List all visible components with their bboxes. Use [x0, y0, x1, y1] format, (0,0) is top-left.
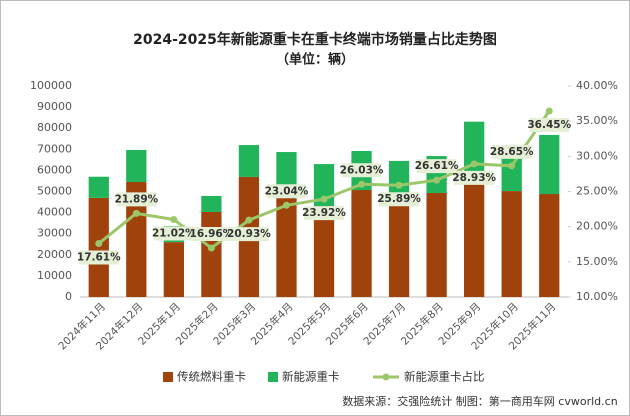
bar	[126, 149, 147, 183]
line-marker	[245, 216, 253, 224]
y2-tick-label: 10.00%	[576, 290, 618, 303]
line-marker	[282, 201, 290, 209]
line-marker	[358, 180, 366, 188]
chart-title: 2024-2025年新能源重卡在重卡终端市场销量占比走势图	[133, 31, 497, 48]
y2-tick-label: 30.00%	[576, 149, 618, 162]
y-tick-label: 40000	[37, 206, 72, 219]
value-label: 17.61%	[77, 251, 121, 263]
bar	[539, 194, 560, 297]
y2-tick-label: 25.00%	[576, 185, 618, 198]
bar	[464, 172, 485, 297]
y2-tick-label: 15.00%	[576, 255, 618, 268]
y-tick-label: 70000	[37, 142, 72, 155]
line-marker	[170, 215, 178, 223]
legend-swatch	[382, 373, 390, 381]
line-marker	[95, 239, 103, 247]
line-marker	[545, 107, 553, 115]
y-tick-label: 60000	[37, 163, 72, 176]
value-label-box	[416, 159, 457, 174]
value-label: 36.45%	[527, 119, 571, 131]
bar	[201, 211, 222, 297]
bar	[539, 134, 560, 195]
value-label: 28.65%	[490, 146, 534, 158]
value-label-box	[341, 163, 382, 178]
line-marker	[132, 209, 140, 217]
bar	[313, 206, 335, 297]
bar	[201, 195, 222, 212]
bar	[276, 184, 297, 297]
value-label: 26.03%	[340, 164, 384, 176]
line-marker	[207, 244, 215, 252]
value-label: 16.96%	[190, 228, 234, 240]
value-label-box	[78, 250, 119, 265]
value-label: 23.92%	[302, 207, 346, 219]
bar	[351, 190, 372, 297]
value-label-box	[304, 206, 344, 221]
y-tick-label: 100000	[30, 79, 72, 92]
y2-tick-label: 20.00%	[576, 220, 618, 233]
line-marker	[320, 195, 328, 203]
y-tick-label: 80000	[37, 121, 72, 134]
value-label-box	[529, 117, 570, 132]
legend-label: 传统燃料重卡	[177, 370, 246, 384]
value-label: 20.93%	[227, 228, 271, 240]
bar	[88, 197, 109, 297]
bar	[501, 191, 522, 297]
value-label: 25.89%	[377, 193, 421, 205]
line-marker	[470, 160, 478, 168]
bar	[426, 192, 447, 297]
bar	[276, 152, 297, 185]
chart-subtitle: （单位：辆）	[276, 52, 354, 68]
line-marker	[433, 176, 441, 184]
legend-swatch	[163, 372, 173, 382]
bar	[163, 242, 184, 297]
line-marker	[395, 181, 403, 189]
value-label-box	[266, 184, 307, 199]
y2-tick-label: 35.00%	[576, 114, 618, 127]
y-tick-label: 20000	[37, 248, 72, 261]
bar	[126, 182, 147, 297]
bar	[388, 160, 410, 196]
value-label-box	[379, 192, 420, 207]
value-label: 26.61%	[415, 160, 459, 172]
value-label-box	[491, 144, 532, 159]
bar	[464, 121, 485, 173]
source-note: 数据来源：交强险统计 制图：第一商用车网 cvworld.cn	[342, 394, 617, 408]
y-tick-label: 90000	[37, 100, 72, 113]
bar	[388, 195, 410, 297]
value-label-box	[454, 170, 495, 185]
value-label-box	[228, 227, 269, 242]
value-label-box	[116, 192, 157, 207]
value-label: 28.93%	[452, 172, 496, 184]
bar	[238, 145, 260, 177]
y2-tick-label: 40.00%	[576, 79, 618, 92]
legend-label: 新能源重卡	[282, 370, 340, 384]
value-label: 21.02%	[152, 227, 196, 239]
y-tick-label: 0	[65, 290, 72, 303]
value-label: 23.04%	[265, 185, 309, 197]
value-label-box	[191, 227, 232, 242]
y-tick-label: 30000	[37, 227, 72, 240]
legend-label: 新能源重卡占比	[404, 370, 485, 384]
line-marker	[508, 162, 516, 170]
y-tick-label: 10000	[37, 269, 72, 282]
y-tick-label: 50000	[37, 185, 72, 198]
bar	[88, 176, 109, 198]
value-label-box	[153, 226, 194, 241]
value-label: 21.89%	[114, 193, 158, 205]
legend-swatch	[268, 372, 278, 382]
